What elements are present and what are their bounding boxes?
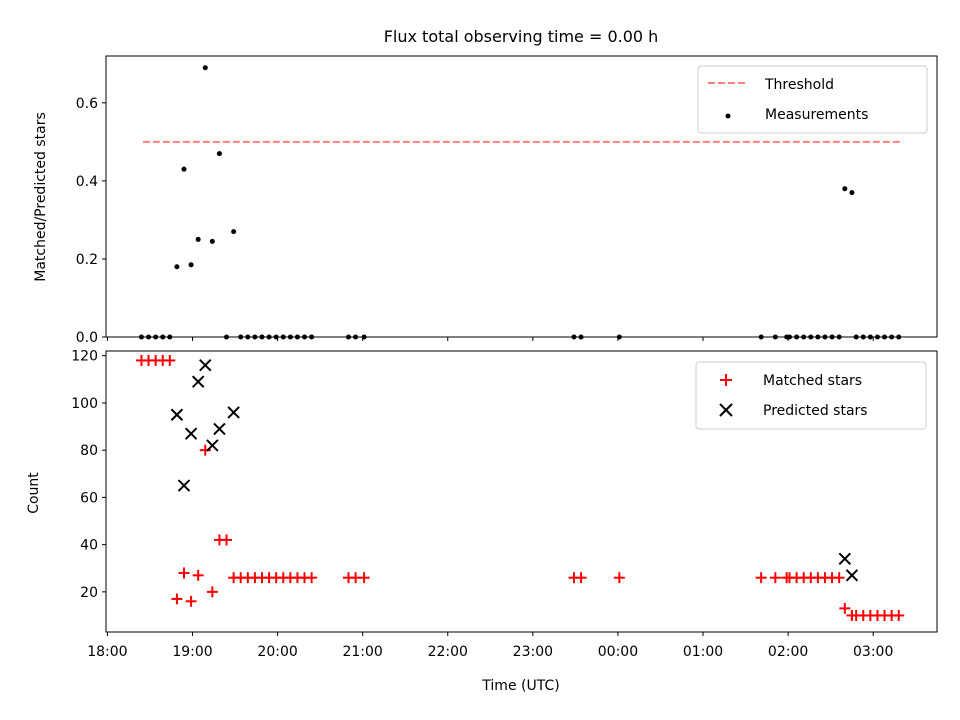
bottom-y-tick-label: 60 <box>80 490 98 506</box>
x-tick-label: 22:00 <box>428 644 468 660</box>
top-y-tick-label: 0.6 <box>76 96 98 112</box>
predicted-star-point <box>191 375 205 388</box>
bottom-y-tick-label: 80 <box>80 443 98 459</box>
matched-star-point <box>164 354 176 366</box>
predicted-star-point <box>206 439 219 452</box>
top-legend-box <box>697 65 928 134</box>
x-tick-label: 20:00 <box>257 644 297 660</box>
bottom-y-axis: 20 40 60 80 100 120 <box>71 349 106 601</box>
matched-star-point <box>893 609 905 621</box>
matched-star-point <box>171 593 183 605</box>
predicted-star-point <box>184 427 198 440</box>
bottom-legend-box <box>695 361 927 430</box>
bottom-panel: 20 40 60 80 100 120 18:00 19:00 20:00 21:00 22:00… <box>26 349 938 694</box>
matched-star-point <box>839 602 851 614</box>
matched-star-point <box>833 572 845 584</box>
matched-star-point <box>755 572 767 584</box>
x-tick-label: 19:00 <box>172 644 212 660</box>
x-tick-label: 23:00 <box>513 644 553 660</box>
measurement-point <box>195 236 201 242</box>
matched-star-point <box>306 572 318 584</box>
bottom-y-tick-label: 120 <box>71 349 98 365</box>
measurement-point <box>842 186 848 192</box>
top-y-axis: 0.0 0.2 0.4 0.6 <box>76 96 106 346</box>
bottom-plot-area <box>135 354 905 621</box>
predicted-star-point <box>845 569 859 582</box>
measurements-legend-swatch <box>725 113 731 119</box>
bottom-legend-label-matched: Matched stars <box>763 373 862 389</box>
top-panel: 0.0 0.2 0.4 0.6 Matched/Predicted stars Thr… <box>33 55 938 346</box>
bottom-y-tick-label: 100 <box>71 396 98 412</box>
x-tick-label: 01:00 <box>683 644 723 660</box>
bottom-axes-frame <box>105 350 938 633</box>
matched-star-point <box>178 567 190 579</box>
measurement-point <box>216 151 222 157</box>
predicted-stars-legend-swatch <box>719 403 733 417</box>
measurement-point <box>231 229 237 235</box>
top-y-tick-label: 0.4 <box>76 174 98 190</box>
measurement-point <box>181 166 187 172</box>
measurement-point <box>174 264 180 270</box>
predicted-star-point <box>199 358 212 372</box>
top-y-tick-label: 0.0 <box>76 330 98 346</box>
predicted-star-point <box>227 406 240 419</box>
matched-star-point <box>192 569 204 581</box>
top-legend: Threshold Measurements <box>697 65 928 134</box>
predicted-star-point <box>213 422 226 436</box>
matched-star-point <box>769 572 781 584</box>
matched-star-point <box>358 572 370 584</box>
x-tick-label: 21:00 <box>342 644 382 660</box>
top-legend-label-measurements: Measurements <box>765 107 868 123</box>
matched-star-point <box>221 534 233 546</box>
bottom-legend: Matched stars Predicted stars <box>695 361 927 430</box>
bottom-x-axis: 18:00 19:00 20:00 21:00 22:00 23:00 00:00 01:00… <box>87 632 893 660</box>
x-axis-label: Time (UTC) <box>481 678 559 694</box>
x-tick-label: 03:00 <box>853 644 893 660</box>
measurement-point <box>849 190 855 196</box>
top-x-axis <box>106 337 874 341</box>
predicted-star-point <box>170 408 184 421</box>
bottom-y-tick-label: 20 <box>80 585 98 601</box>
predicted-star-point <box>838 552 852 566</box>
matched-star-point <box>575 572 587 584</box>
top-y-tick-label: 0.2 <box>76 252 98 268</box>
measurement-point <box>188 262 194 268</box>
matched-star-point <box>206 586 218 598</box>
measurement-point <box>202 65 208 71</box>
bottom-y-axis-label: Count <box>26 472 42 514</box>
matched-star-point <box>613 572 625 584</box>
measurement-point <box>209 238 215 244</box>
x-tick-label: 02:00 <box>768 644 808 660</box>
chart-title: Flux total observing time = 0.00 h <box>384 27 659 46</box>
top-y-axis-label: Matched/Predicted stars <box>33 112 49 282</box>
x-tick-label: 00:00 <box>598 644 638 660</box>
matched-star-point <box>185 595 197 607</box>
bottom-y-tick-label: 40 <box>80 538 98 554</box>
bottom-legend-label-predicted: Predicted stars <box>763 403 868 419</box>
predicted-star-point <box>177 479 191 492</box>
x-tick-label: 18:00 <box>87 644 127 660</box>
matched-stars-legend-swatch <box>720 374 732 386</box>
top-legend-label-threshold: Threshold <box>764 77 834 93</box>
top-axes-frame <box>105 55 938 338</box>
